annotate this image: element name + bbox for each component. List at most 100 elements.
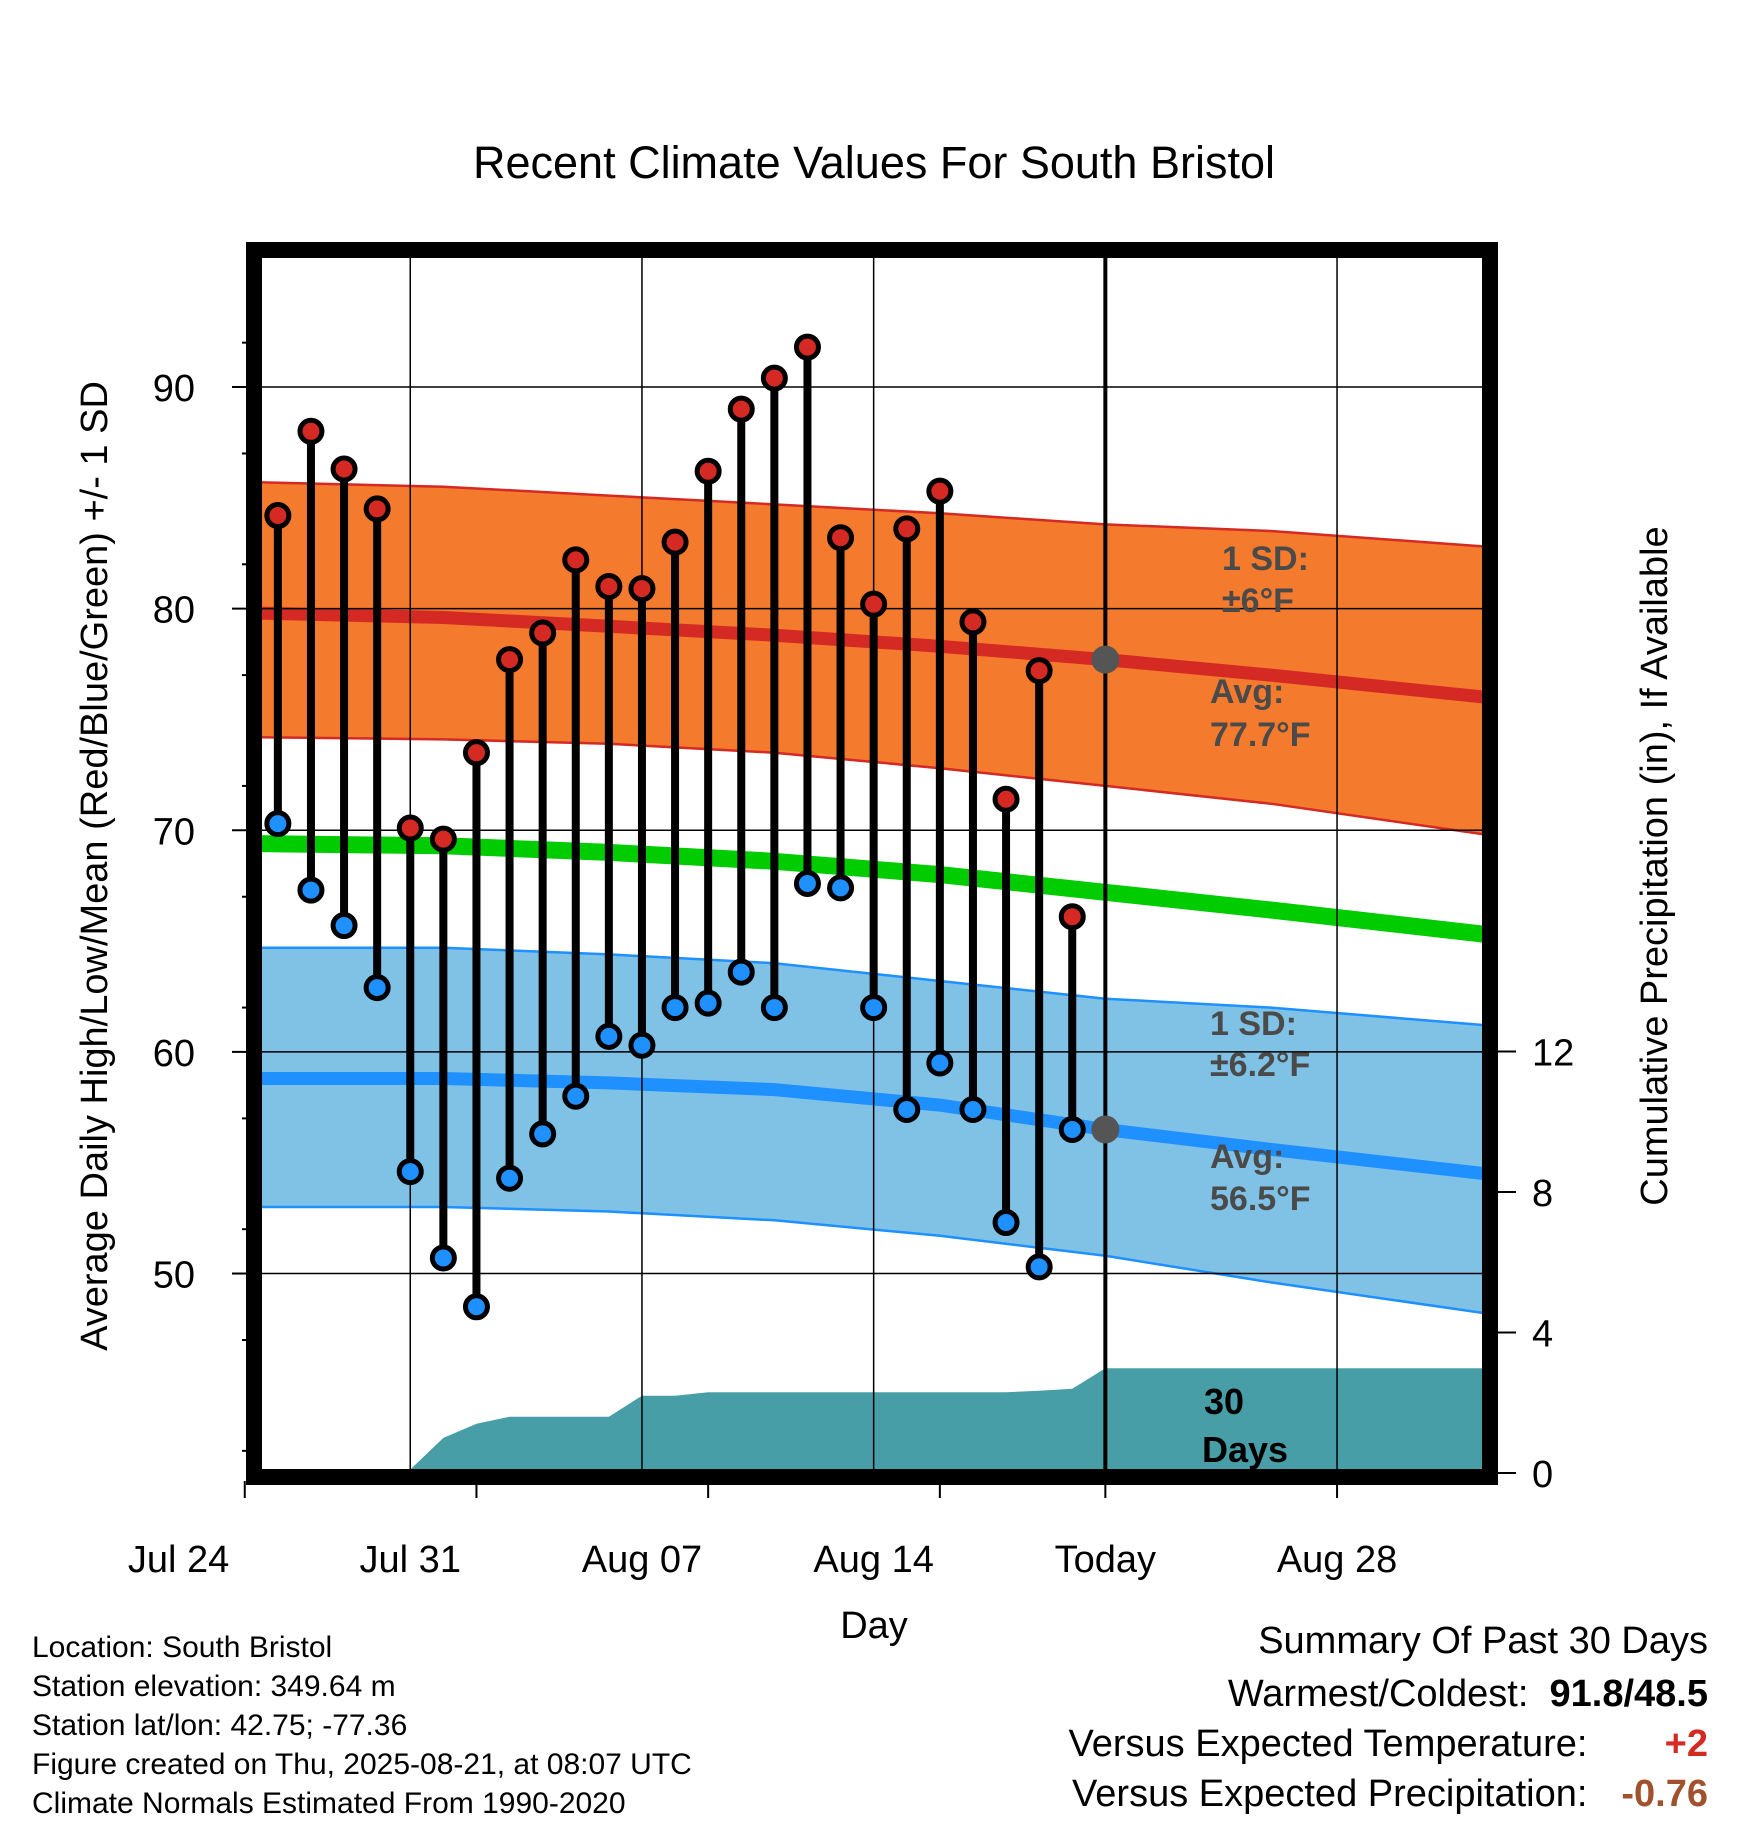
y-left-tick-label: 90: [153, 368, 195, 410]
daily-low-point: [462, 1293, 490, 1321]
daily-high-point: [1025, 657, 1053, 685]
x-axis-title: Day: [840, 1605, 908, 1647]
low-sd-label: 1 SD:: [1210, 1005, 1297, 1043]
daily-low-point: [562, 1082, 590, 1110]
y-right-tick-label: 12: [1532, 1032, 1574, 1074]
daily-high-point: [959, 608, 987, 636]
daily-high-point: [529, 619, 557, 647]
daily-low-point: [429, 1244, 457, 1272]
x-tick-label: Aug 28: [1277, 1539, 1397, 1581]
x-tick-label: Aug 07: [582, 1539, 702, 1581]
daily-low-point: [628, 1031, 656, 1059]
daily-low-point: [330, 912, 358, 940]
y-axis-right-title: Cumulative Precipitation (in), If Availa…: [1634, 526, 1676, 1205]
y-left-tick-label: 70: [153, 811, 195, 853]
x-tick-label: Today: [1055, 1539, 1156, 1581]
normal-mean-line: [258, 835, 1486, 943]
daily-high-point: [727, 395, 755, 423]
daily-high-point: [134, 476, 156, 498]
plot-frame: [246, 242, 1498, 1485]
high-sd-value: ±6°F: [1222, 582, 1294, 620]
daily-high-point: [562, 546, 590, 574]
high-avg-value: 77.7°F: [1210, 716, 1311, 754]
daily-high-point: [694, 457, 722, 485]
normal-low-line: [258, 1072, 1486, 1181]
daily-high-point: [201, 531, 223, 553]
daily-high-point: [496, 646, 524, 674]
daily-high-point: [926, 477, 954, 505]
daily-high-point: [1058, 903, 1086, 931]
low-sd-upper-line: [258, 946, 1486, 1027]
daily-low-point: [992, 1209, 1020, 1237]
normal-high-line: [258, 606, 1486, 704]
daily-high-point: [893, 515, 921, 543]
daily-high-point: [827, 524, 855, 552]
daily-low-point: [959, 1096, 987, 1124]
y-left-tick-label: 50: [153, 1255, 195, 1297]
daily-low-point: [264, 810, 292, 838]
daily-high-point: [429, 825, 457, 853]
y-right-tick-label: 0: [1532, 1454, 1553, 1496]
plot-area: 50 60 70 80 90 0 4 8 12 Jul 24 Jul 31 Aug 07 Aug 14 T…: [128, 242, 1574, 1581]
daily-low-point: [297, 876, 325, 904]
x-tick-label: Aug 14: [813, 1539, 933, 1581]
daily-high-point: [793, 333, 821, 361]
daily-low-point: [496, 1164, 524, 1192]
y-left-tick-label: 60: [153, 1033, 195, 1075]
daily-high-point: [297, 417, 325, 445]
daily-high-point: [992, 785, 1020, 813]
daily-low-point: [893, 1096, 921, 1124]
high-avg-label: Avg:: [1210, 673, 1284, 711]
daily-low-point: [860, 994, 888, 1022]
y-right-tick-label: 4: [1532, 1313, 1553, 1355]
daily-high-point: [264, 502, 292, 530]
chart-title: Recent Climate Values For South Bristol: [473, 137, 1275, 188]
daily-low-point: [134, 1216, 156, 1238]
daily-high-point: [760, 364, 788, 392]
daily-high-point: [628, 575, 656, 603]
today-normal-low-marker: [1091, 1115, 1120, 1144]
daily-high-point: [363, 495, 391, 523]
period-label-number: 30: [1204, 1381, 1244, 1422]
daily-low-point: [529, 1120, 557, 1148]
daily-high-point: [462, 739, 490, 767]
x-tick-label: Jul 31: [360, 1539, 461, 1581]
low-sd-band: [258, 947, 1486, 1314]
figure-created: Figure created on Thu, 2025-08-21, at 08…: [32, 1748, 692, 1781]
daily-low-point: [363, 974, 391, 1002]
climate-normals-period: Climate Normals Estimated From 1990-2020: [32, 1787, 626, 1820]
y-right-tick-label: 8: [1532, 1173, 1553, 1215]
y-axis-left-title: Average Daily High/Low/Mean (Red/Blue/Gr…: [74, 381, 116, 1351]
daily-high-point: [661, 528, 689, 556]
daily-high-point: [396, 814, 424, 842]
daily-low-point: [1025, 1253, 1053, 1281]
high-sd-label: 1 SD:: [1222, 540, 1309, 578]
annotation-layer: 1 SD: ±6°F Avg: 77.7°F 1 SD: ±6.2°F Avg:…: [1202, 540, 1311, 1470]
station-elevation: Station elevation: 349.64 m: [32, 1670, 396, 1703]
plot-clipped-group: [134, 254, 1486, 1473]
low-avg-label: Avg:: [1210, 1138, 1284, 1176]
daily-low-point: [694, 989, 722, 1017]
daily-low-point: [201, 928, 223, 950]
station-info: Location: South Bristol Station elevatio…: [32, 1628, 692, 1823]
station-location: Location: South Bristol: [32, 1631, 333, 1664]
low-sd-value: ±6.2°F: [1210, 1046, 1310, 1084]
daily-low-point: [396, 1158, 424, 1186]
period-label-days: Days: [1202, 1429, 1288, 1470]
daily-low-point: [793, 869, 821, 897]
daily-low-point: [827, 874, 855, 902]
daily-low-point: [661, 994, 689, 1022]
daily-high-point: [860, 590, 888, 618]
high-sd-upper-line: [258, 481, 1486, 548]
daily-low-point: [1058, 1115, 1086, 1143]
y-left-tick-label: 80: [153, 590, 195, 632]
daily-low-point: [926, 1049, 954, 1077]
daily-high-point: [595, 572, 623, 600]
high-sd-lower-line: [258, 735, 1486, 836]
low-sd-lower-line: [258, 1205, 1486, 1315]
daily-high-point: [330, 455, 358, 483]
x-tick-label: Jul 24: [128, 1539, 229, 1581]
low-avg-value: 56.5°F: [1210, 1180, 1311, 1218]
daily-low-point: [727, 958, 755, 986]
